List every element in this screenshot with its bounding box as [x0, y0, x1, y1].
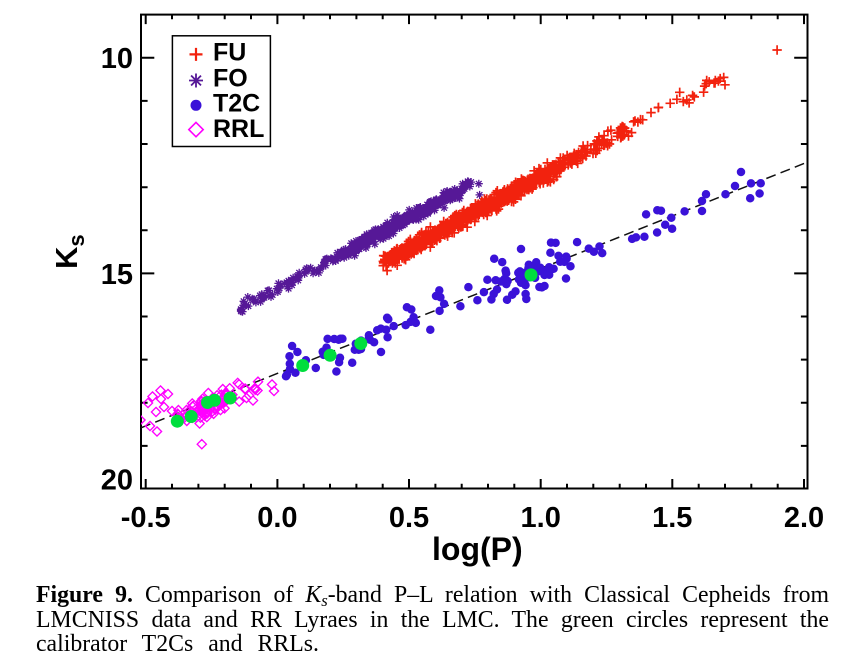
- svg-text:20: 20: [101, 464, 133, 496]
- svg-text:1.0: 1.0: [521, 502, 561, 534]
- svg-text:15: 15: [101, 259, 133, 291]
- svg-text:T2C: T2C: [213, 90, 260, 118]
- svg-text:2.0: 2.0: [784, 502, 824, 534]
- svg-text:-0.5: -0.5: [121, 502, 171, 534]
- svg-text:log(P): log(P): [432, 531, 523, 567]
- svg-text:RRL: RRL: [213, 115, 264, 143]
- svg-text:0.0: 0.0: [257, 502, 297, 534]
- svg-text:1.5: 1.5: [652, 502, 692, 534]
- svg-text:FO: FO: [213, 65, 248, 93]
- svg-text:0.5: 0.5: [389, 502, 429, 534]
- svg-text:Ks: Ks: [49, 234, 89, 269]
- svg-text:10: 10: [101, 43, 133, 75]
- svg-text:FU: FU: [213, 39, 246, 67]
